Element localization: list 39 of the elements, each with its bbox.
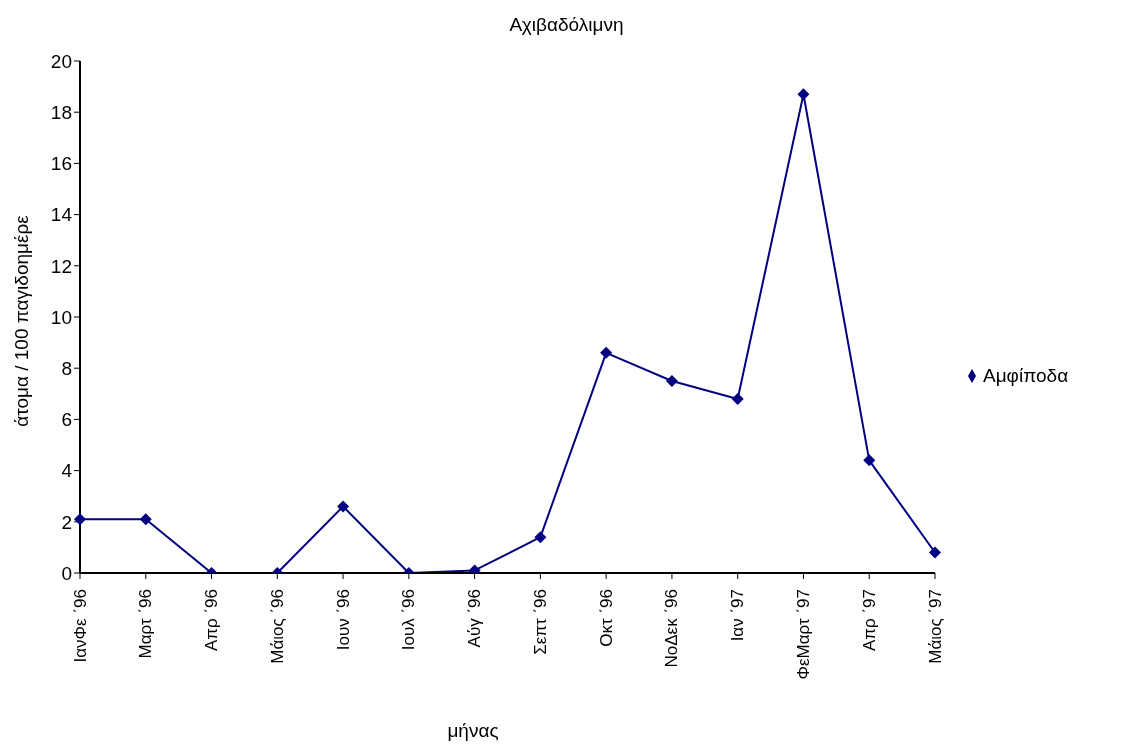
x-tick-label: Αύγ ΄96 [465,589,485,648]
x-tick-label: Μαρτ ΄96 [136,589,156,659]
point [139,513,152,526]
point [74,513,86,526]
y-tick-label: 14 [50,204,73,226]
x-tick-label: Ιουν ΄96 [333,589,353,651]
x-tick-label: Ιαν ΄97 [728,589,748,642]
point [731,392,744,405]
y-tick-label: 8 [61,357,72,379]
point [337,500,350,513]
x-tick-label: Απρ ΄97 [859,589,879,652]
x-axis-title: μήνας [446,720,500,742]
x-tick-label: ΦεΜαρτ ΄97 [793,589,813,680]
x-tick-label: Απρ ΄96 [202,589,222,652]
point [600,346,613,359]
legend-label: Αμφίποδα [983,364,1069,386]
x-tick-label: Μάιος ΄96 [267,589,287,664]
y-tick-label: 2 [61,511,72,533]
y-tick-label: 10 [50,306,72,328]
x-tick-label: Σεπτ ΄96 [530,589,550,655]
y-tick-label: 16 [50,153,72,175]
point [534,531,547,544]
y-tick-label: 6 [61,409,72,431]
x-tick-label: Μάιος ΄97 [925,589,945,664]
y-axis-title: άτομα / 100 παγιδοημέρε [11,215,33,427]
y-tick-label: 12 [50,255,72,277]
x-tick-label: ΙανΦε ΄96 [70,589,90,663]
y-tick-label: 0 [61,562,72,584]
point [797,88,810,101]
y-tick-label: 20 [50,50,72,72]
chart-title: Αχιβαδόλιμνη [508,14,625,36]
point [665,375,678,387]
x-tick-label: Οκτ ΄96 [596,589,616,647]
x-tick-label: Ιουλ ΄96 [399,589,419,651]
y-tick-label: 4 [61,460,73,482]
point [863,454,876,467]
x-tick-label: ΝοΔεκ ΄96 [662,589,682,668]
y-tick-label: 18 [50,101,72,123]
point [929,546,941,559]
